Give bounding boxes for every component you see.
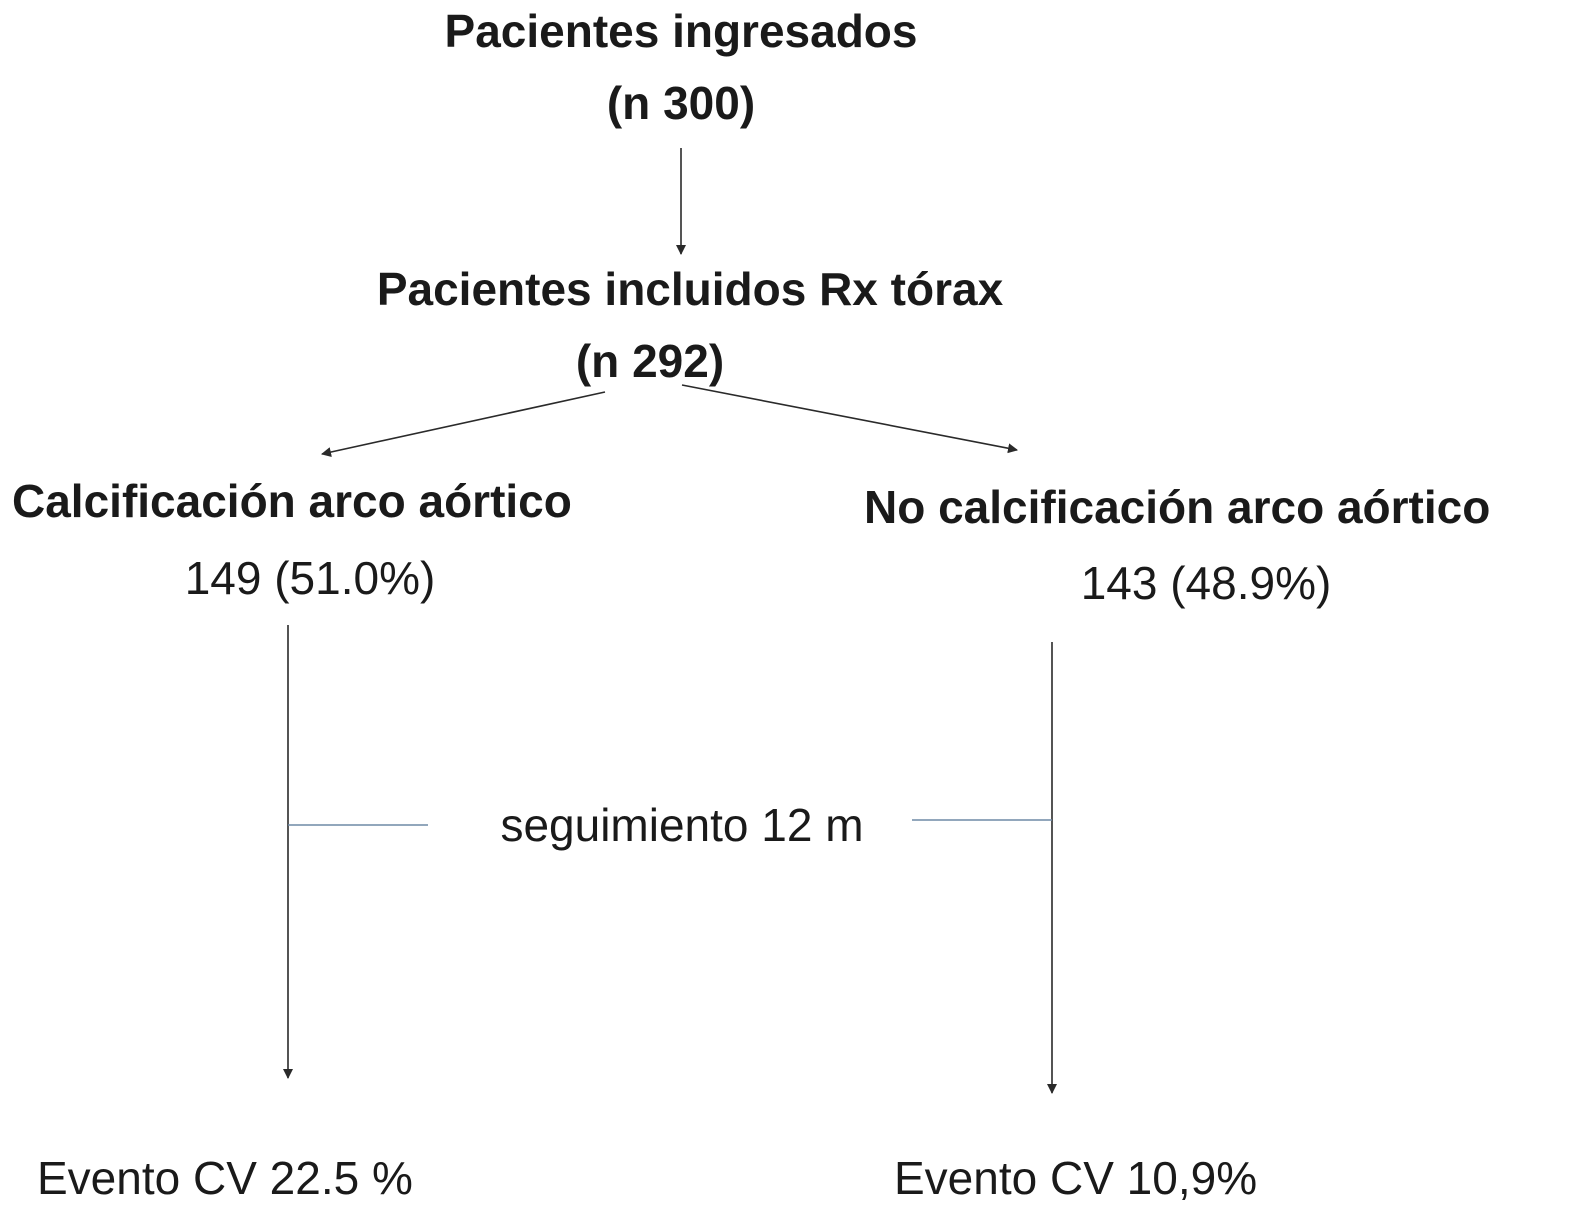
no-calcification-count: 143 (48.9%) [1080,557,1332,609]
admitted-count: (n 300) [606,77,756,129]
calcification-outcome: Evento CV 22.5 % [37,1152,413,1204]
no-calcification-outcome: Evento CV 10,9% [894,1152,1258,1204]
calcification-count: 149 (51.0%) [184,552,436,604]
calcification-label: Calcificación arco aórtico [12,475,572,527]
follow-up-label: seguimiento 12 m [500,799,864,851]
included-count: (n 292) [575,335,725,387]
included-label: Pacientes incluidos Rx tórax [376,263,1004,315]
arrow-included-to-calcification [321,391,606,457]
arrow-included-to-no-calcification [681,384,1018,454]
admitted-label: Pacientes ingresados [444,5,918,57]
no-calcification-label: No calcificación arco aórtico [864,481,1491,533]
